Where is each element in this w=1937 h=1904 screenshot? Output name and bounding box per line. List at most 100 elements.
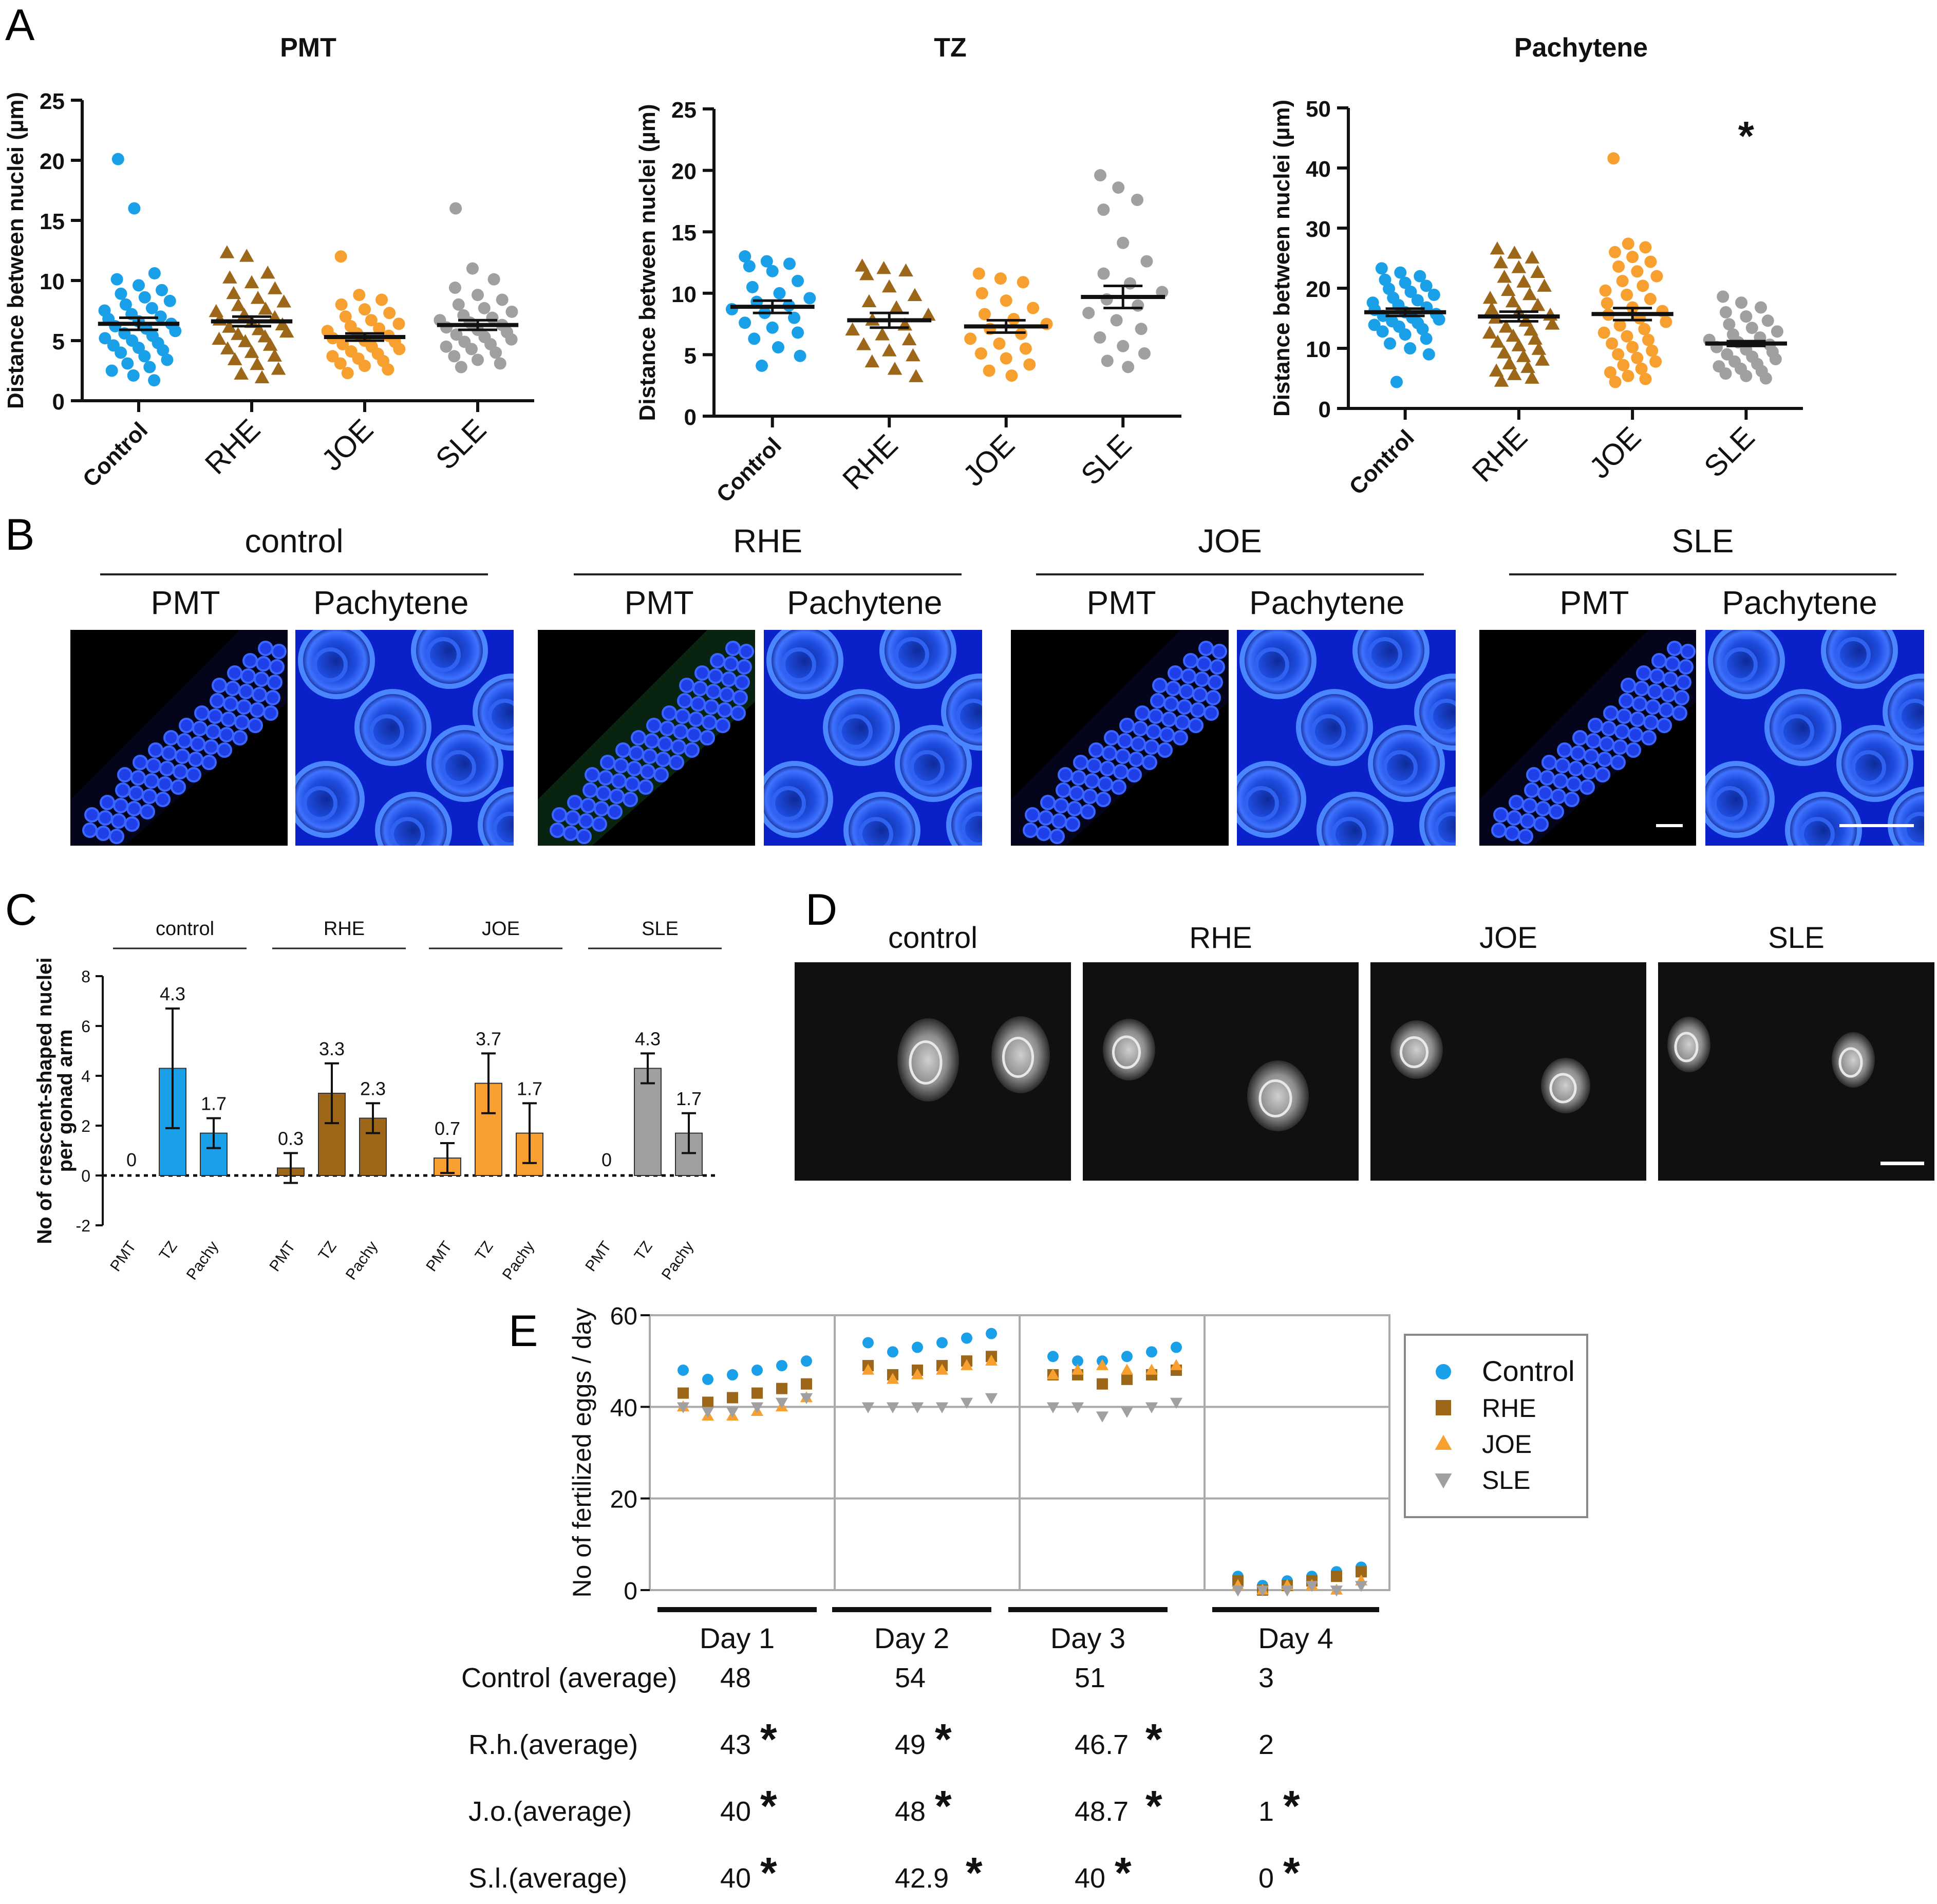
data-point	[145, 302, 158, 314]
small-nucleus	[660, 721, 675, 736]
x-tick-label: PMT	[582, 1238, 614, 1275]
data-point	[1612, 260, 1625, 273]
small-nucleus	[1603, 705, 1619, 721]
data-point	[1537, 278, 1552, 292]
y-tick-label: 4	[81, 1067, 90, 1086]
small-nucleus	[1649, 668, 1665, 684]
panel-b-stage-label: PMT	[625, 584, 694, 621]
data-point	[911, 1368, 924, 1379]
small-nucleus	[1038, 810, 1054, 826]
x-tick-label: JOE	[315, 413, 380, 477]
table-cell: 51	[1075, 1663, 1106, 1693]
microscopy-svg	[295, 630, 514, 846]
data-point	[1097, 267, 1110, 280]
small-nucleus	[148, 742, 163, 758]
data-point	[1769, 353, 1782, 366]
data-point	[887, 1346, 898, 1358]
gray-nucleus	[1667, 1017, 1710, 1072]
small-nucleus	[1564, 792, 1579, 807]
small-nucleus	[1491, 823, 1507, 838]
data-point	[775, 1397, 788, 1409]
small-nucleus	[1203, 705, 1219, 721]
data-point	[1331, 1571, 1342, 1582]
small-nucleus	[1641, 730, 1657, 745]
data-point	[1494, 374, 1509, 387]
small-nucleus	[155, 792, 171, 807]
small-nucleus	[1129, 752, 1144, 767]
data-point	[906, 348, 920, 362]
small-nucleus	[725, 641, 741, 656]
x-tick-label: JOE	[956, 428, 1021, 493]
nucleus	[478, 787, 514, 846]
panel-d-label: RHE	[1189, 921, 1252, 955]
data-point	[1771, 325, 1783, 338]
small-nucleus	[1135, 705, 1150, 721]
group-label: JOE	[482, 918, 520, 940]
small-nucleus	[179, 718, 194, 733]
data-point	[861, 294, 877, 307]
data-point	[1609, 376, 1622, 388]
panel-letter-d: D	[805, 885, 837, 935]
legend-label: SLE	[1482, 1466, 1531, 1495]
panel-b-stage-label: Pachytene	[1249, 584, 1404, 621]
data-point	[1023, 358, 1036, 371]
nucleus	[946, 787, 982, 846]
table-cell: 48	[720, 1663, 751, 1693]
small-nucleus	[1539, 770, 1555, 786]
data-point	[727, 1392, 738, 1404]
nucleus-svg	[1370, 962, 1646, 1181]
data-point	[1617, 359, 1630, 371]
small-nucleus	[234, 715, 250, 730]
data-point	[154, 310, 167, 323]
data-point	[921, 307, 936, 321]
data-point	[1411, 294, 1424, 307]
small-nucleus	[109, 829, 124, 844]
data-point	[254, 370, 270, 383]
microscopy-svg	[1705, 630, 1924, 846]
data-point	[898, 263, 913, 277]
small-nucleus	[692, 681, 708, 696]
data-point	[994, 272, 1007, 285]
small-nucleus	[598, 770, 613, 786]
y-tick-label: 20	[40, 149, 65, 174]
data-point	[222, 270, 237, 284]
scale-bar	[1656, 824, 1683, 827]
data-point	[1094, 169, 1107, 182]
data-point	[1121, 1373, 1133, 1385]
small-nucleus	[1630, 712, 1645, 727]
data-point	[1281, 1585, 1294, 1597]
small-nucleus	[673, 724, 688, 739]
small-nucleus	[1634, 681, 1649, 696]
small-nucleus	[173, 764, 188, 779]
x-tick-label: TZ	[156, 1238, 181, 1263]
y-tick-label: 5	[52, 329, 65, 354]
panel-letter-b: B	[5, 510, 34, 559]
chromatin	[1112, 1035, 1141, 1069]
small-nucleus	[613, 758, 629, 773]
gray-nucleus	[897, 1018, 959, 1102]
data-point	[1140, 255, 1153, 268]
small-nucleus	[550, 823, 565, 838]
small-nucleus	[1520, 813, 1535, 829]
small-nucleus	[225, 681, 240, 696]
data-point	[1404, 342, 1417, 354]
data-point	[334, 250, 347, 263]
small-nucleus	[1084, 773, 1100, 789]
data-point	[1545, 316, 1560, 330]
small-nucleus	[1661, 687, 1676, 702]
day-label: Day 1	[700, 1622, 775, 1654]
data-point	[448, 282, 461, 294]
data-point	[115, 346, 127, 359]
x-tick-label: PMT	[266, 1238, 298, 1275]
scale-bar	[1839, 824, 1914, 827]
small-nucleus	[240, 668, 256, 684]
y-tick-label: 15	[671, 220, 697, 246]
bar-value-label: 3.7	[476, 1028, 501, 1049]
data-point	[1626, 251, 1639, 264]
small-nucleus	[1104, 730, 1119, 745]
small-nucleus	[596, 786, 611, 801]
small-nucleus	[669, 755, 684, 770]
small-nucleus	[1102, 745, 1117, 761]
chromatin	[1549, 1073, 1577, 1104]
data-point	[1427, 288, 1440, 301]
